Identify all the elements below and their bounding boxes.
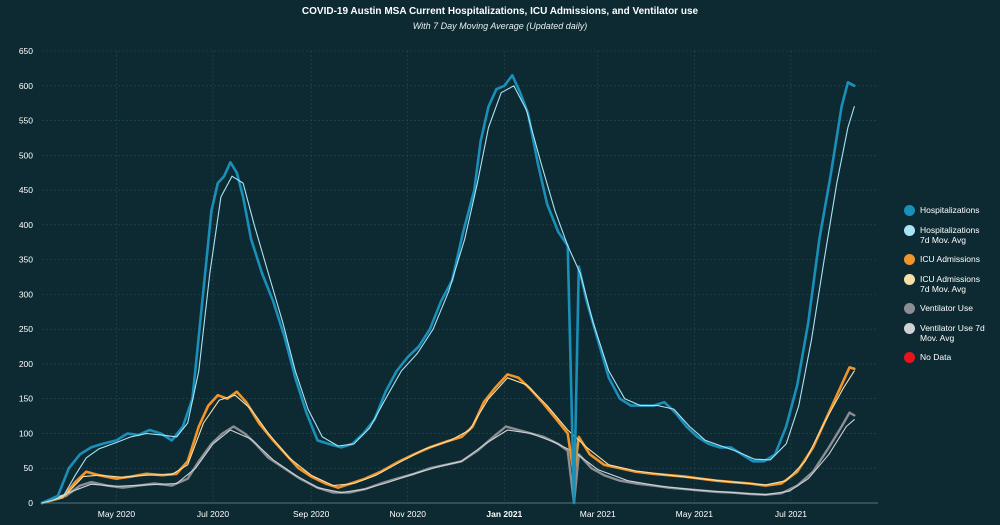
- series-line-4: [40, 411, 856, 505]
- legend-label-line: Hospitalizations: [920, 225, 980, 235]
- y-axis-ticks: 0 50 100 150 200 250 300 350 400 450 500 550 600 650: [19, 46, 33, 508]
- legend-marker: [904, 254, 915, 265]
- y-tick-label: 350: [19, 255, 33, 265]
- x-tick-label: Jul 2020: [197, 509, 229, 519]
- legend-marker: [904, 274, 915, 285]
- y-tick-label: 0: [28, 498, 33, 508]
- legend-item[interactable]: Ventilator Use: [904, 303, 1000, 314]
- y-tick-label: 200: [19, 359, 33, 369]
- legend-marker: [904, 205, 915, 216]
- y-tick-label: 150: [19, 394, 33, 404]
- legend-label-line: No Data: [920, 352, 952, 362]
- legend-label-line: ICU Admissions: [920, 254, 980, 264]
- legend-label: Hospitalizations 7d Mov. Avg: [920, 225, 980, 245]
- x-tick-label: Mar 2021: [580, 509, 616, 519]
- legend-label-line: Ventilator Use 7d: [920, 323, 985, 333]
- legend-label-line: Mov. Avg: [920, 333, 955, 343]
- legend-marker: [904, 303, 915, 314]
- series-lines: [40, 74, 856, 505]
- legend-item[interactable]: ICU Admissions 7d Mov. Avg: [904, 274, 1000, 294]
- y-tick-label: 400: [19, 220, 33, 230]
- x-tick-label: May 2020: [98, 509, 136, 519]
- y-tick-label: 50: [24, 463, 34, 473]
- legend-label: ICU Admissions: [920, 254, 980, 264]
- legend-label: Hospitalizations: [920, 205, 980, 215]
- series-line-5: [41, 419, 855, 504]
- y-tick-label: 500: [19, 150, 33, 160]
- legend-marker: [904, 225, 915, 236]
- legend-item[interactable]: No Data: [904, 352, 1000, 363]
- x-tick-label: Jan 2021: [486, 509, 522, 519]
- y-tick-label: 650: [19, 46, 33, 56]
- x-axis-ticks: May 2020 Jul 2020 Sep 2020 Nov 2020 Jan 2021…: [42, 502, 878, 519]
- legend-label: ICU Admissions 7d Mov. Avg: [920, 274, 980, 294]
- legend-label-line: Hospitalizations: [920, 205, 980, 215]
- legend-item[interactable]: Ventilator Use 7d Mov. Avg: [904, 323, 1000, 343]
- legend-label-line: 7d Mov. Avg: [920, 284, 966, 294]
- chart-title: COVID-19 Austin MSA Current Hospitalizat…: [301, 6, 699, 17]
- series-line-3: [41, 370, 855, 504]
- series-line-0: [40, 74, 856, 505]
- y-tick-label: 600: [19, 81, 33, 91]
- y-tick-label: 250: [19, 324, 33, 334]
- legend-label-line: Ventilator Use: [920, 303, 973, 313]
- legend: Hospitalizations Hospitalizations 7d Mov. …: [904, 205, 1000, 372]
- legend-marker: [904, 352, 915, 363]
- x-tick-label: Nov 2020: [390, 509, 427, 519]
- series-line-1: [41, 85, 855, 504]
- legend-item[interactable]: Hospitalizations: [904, 205, 1000, 216]
- legend-item[interactable]: ICU Admissions: [904, 254, 1000, 265]
- legend-label: Ventilator Use: [920, 303, 973, 313]
- x-tick-label: Jul 2021: [775, 509, 807, 519]
- legend-label: Ventilator Use 7d Mov. Avg: [920, 323, 985, 343]
- y-tick-label: 550: [19, 116, 33, 126]
- legend-label-line: 7d Mov. Avg: [920, 235, 966, 245]
- legend-item[interactable]: Hospitalizations 7d Mov. Avg: [904, 225, 1000, 245]
- x-tick-label: Sep 2020: [293, 509, 330, 519]
- y-tick-label: 300: [19, 289, 33, 299]
- legend-marker: [904, 323, 915, 334]
- legend-label-line: ICU Admissions: [920, 274, 980, 284]
- legend-label: No Data: [920, 352, 951, 362]
- chart-subtitle: With 7 Day Moving Average (Updated daily…: [412, 21, 588, 31]
- y-tick-label: 100: [19, 428, 33, 438]
- x-tick-label: May 2021: [676, 509, 714, 519]
- gridlines: [42, 50, 878, 504]
- y-tick-label: 450: [19, 185, 33, 195]
